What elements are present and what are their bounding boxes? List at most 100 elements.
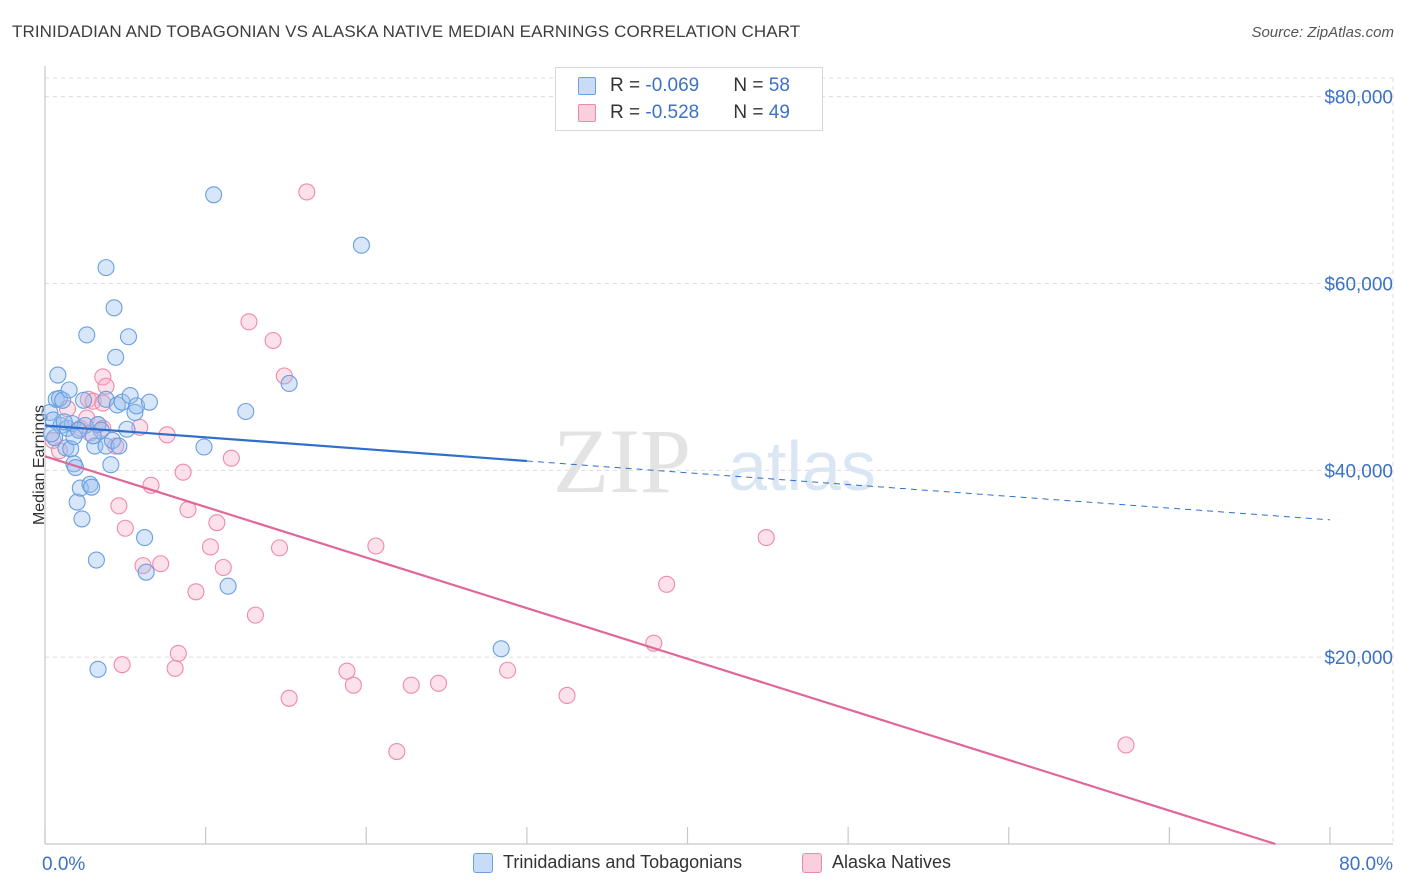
chart-title: TRINIDADIAN AND TOBAGONIAN VS ALASKA NAT… bbox=[12, 22, 801, 41]
alaska-native-point bbox=[367, 537, 385, 555]
alaska-native-point bbox=[169, 644, 187, 662]
legend-label: Trinidadians and Tobagonians bbox=[503, 852, 743, 872]
alaska-native-point bbox=[1117, 736, 1135, 754]
alaska-native-point bbox=[402, 676, 420, 694]
alaska-native-point bbox=[344, 676, 362, 694]
trinidadian-point bbox=[73, 510, 91, 528]
n-value: 58 bbox=[768, 75, 790, 96]
n-label: N = bbox=[733, 102, 769, 123]
trinidadian-point bbox=[280, 374, 298, 393]
trinidadian-point bbox=[140, 393, 158, 411]
trinidadian-point bbox=[60, 381, 78, 399]
r-label: R = bbox=[610, 75, 646, 96]
legend-item-trinidadian[interactable]: Trinidadians and Tobagonians bbox=[473, 852, 742, 873]
trinidadian-points bbox=[41, 186, 510, 678]
alaska-native-point bbox=[113, 656, 131, 674]
alaska-native-point bbox=[97, 377, 115, 395]
trendline-alaska-natives bbox=[44, 455, 1276, 846]
alaska-native-point bbox=[388, 742, 406, 761]
trendline-trinidadian bbox=[44, 424, 527, 463]
alaska-native-point bbox=[116, 519, 134, 537]
trinidadian-point bbox=[118, 420, 136, 438]
alaska-native-point bbox=[264, 331, 282, 350]
pink-swatch bbox=[578, 104, 596, 122]
legend-item-alaska[interactable]: Alaska Natives bbox=[802, 852, 951, 873]
trinidadian-point bbox=[83, 478, 101, 496]
alaska-native-point bbox=[246, 606, 264, 624]
trinidadian-point bbox=[352, 236, 370, 254]
alaska-native-point bbox=[240, 313, 258, 331]
trinidadian-point bbox=[137, 563, 155, 581]
trinidadian-point bbox=[84, 427, 102, 445]
n-value: 49 bbox=[768, 102, 790, 123]
y-tick-label: $80,000 bbox=[1324, 88, 1393, 109]
trendline-trinidadian-extension bbox=[526, 460, 1331, 521]
alaska-native-point bbox=[174, 463, 192, 481]
trinidadian-point bbox=[89, 660, 107, 678]
alaska-native-point bbox=[94, 368, 112, 386]
x-tick-label-max: 80.0% bbox=[1339, 854, 1393, 875]
trendlines bbox=[44, 424, 1331, 846]
trinidadian-point bbox=[126, 403, 144, 421]
alaska-natives-points bbox=[44, 183, 1135, 761]
trinidadian-point bbox=[42, 425, 60, 443]
stats-row-alaska: R = -0.528 N = 49 bbox=[578, 101, 790, 125]
alaska-native-point bbox=[152, 555, 170, 573]
alaska-native-point bbox=[44, 431, 62, 449]
alaska-native-point bbox=[214, 558, 232, 577]
source-credit: Source: ZipAtlas.com bbox=[1251, 24, 1394, 41]
alaska-native-point bbox=[208, 514, 226, 532]
trinidadian-point bbox=[78, 326, 96, 344]
watermark-zip: ZIP bbox=[553, 410, 691, 512]
trinidadian-point bbox=[70, 421, 88, 439]
r-value: -0.528 bbox=[645, 102, 700, 123]
trinidadian-point bbox=[105, 299, 123, 317]
alaska-native-point bbox=[338, 662, 356, 680]
series-legend: Trinidadians and Tobagonians Alaska Nati… bbox=[0, 852, 1406, 878]
trinidadian-point bbox=[128, 397, 146, 415]
alaska-native-point bbox=[110, 497, 128, 515]
r-label: R = bbox=[610, 102, 646, 123]
trinidadian-point bbox=[107, 348, 125, 366]
trinidadian-point bbox=[68, 493, 86, 511]
alaska-native-point bbox=[757, 529, 775, 547]
trinidadian-point bbox=[119, 328, 138, 346]
alaska-native-point bbox=[499, 661, 517, 679]
trinidadian-point bbox=[205, 186, 223, 204]
alaska-native-point bbox=[658, 575, 676, 593]
trinidadian-point bbox=[108, 396, 126, 414]
trinidadian-point bbox=[75, 391, 93, 409]
trinidadian-point bbox=[110, 437, 128, 455]
alaska-native-point bbox=[280, 689, 298, 707]
alaska-native-point bbox=[187, 583, 205, 601]
blue-swatch bbox=[578, 77, 596, 95]
trinidadian-point bbox=[237, 402, 255, 421]
trinidadian-point bbox=[492, 640, 510, 658]
x-tick-label-min: 0.0% bbox=[42, 854, 85, 875]
stats-row-trinidadian: R = -0.069 N = 58 bbox=[578, 74, 790, 98]
alaska-native-point bbox=[270, 539, 289, 557]
alaska-native-point bbox=[201, 538, 219, 556]
trinidadian-point bbox=[49, 366, 67, 384]
axes bbox=[44, 66, 1393, 845]
y-tick-label: $60,000 bbox=[1324, 275, 1393, 296]
blue-swatch bbox=[473, 852, 493, 873]
legend-label: Alaska Natives bbox=[832, 852, 952, 872]
trinidadian-point bbox=[121, 387, 139, 405]
pink-swatch bbox=[802, 852, 822, 873]
gridlines bbox=[45, 77, 1394, 844]
r-value: -0.069 bbox=[645, 75, 700, 96]
trinidadian-point bbox=[54, 391, 72, 409]
alaska-native-point bbox=[298, 183, 316, 201]
y-tick-label: $20,000 bbox=[1324, 648, 1393, 669]
trinidadian-point bbox=[136, 529, 154, 547]
y-tick-label: $40,000 bbox=[1324, 461, 1393, 482]
trinidadian-point bbox=[87, 551, 105, 569]
trinidadian-point bbox=[195, 438, 213, 456]
alaska-native-point bbox=[429, 674, 448, 692]
trinidadian-point bbox=[97, 259, 115, 277]
trinidadian-point bbox=[81, 475, 99, 493]
trinidadian-point bbox=[102, 456, 120, 474]
n-label: N = bbox=[733, 75, 769, 96]
